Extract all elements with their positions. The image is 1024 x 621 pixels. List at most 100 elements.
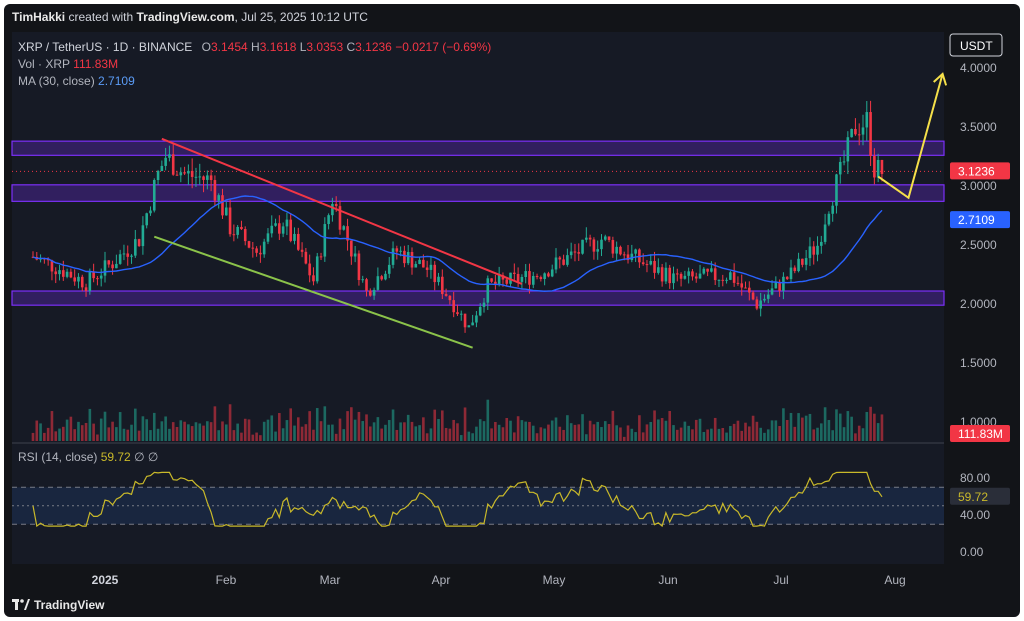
candle [437,272,440,286]
currency-selector[interactable]: USDT [949,33,1003,57]
author-name[interactable]: TimHakki [12,10,66,24]
candle-body [539,277,543,280]
price-chart[interactable]: 2025 Feb Mar Apr May Jun Jul Aug 4.0000 3.5000 3.0… [4,4,1020,617]
volume-bar [653,410,656,441]
x-tick-label: Aug [884,573,905,587]
ma-legend[interactable]: MA (30, close) 2.7109 [18,74,135,88]
rsi-extra: ∅ ∅ [134,450,159,464]
volume-bar [107,427,111,441]
candle [221,188,224,219]
candle [611,236,615,258]
ma-price-tag-text: 2.7109 [958,213,995,227]
candle [387,257,391,279]
candle [152,178,156,213]
volume-bar [543,428,546,441]
candle [679,272,683,287]
candle [274,218,277,227]
candle [804,249,808,271]
x-tick-label: 2025 [92,573,119,587]
rsi-tick-label: 80.00 [960,471,990,485]
volume-bar [232,430,236,441]
tradingview-logo[interactable]: TradingView [12,598,104,612]
candle [463,313,467,333]
volume-bar [80,425,84,441]
volume-bar [645,424,649,441]
candle-body [293,233,296,241]
volume-bar [816,427,819,441]
volume-bar [418,425,421,441]
candle [831,201,834,222]
volume-bar [35,420,39,441]
candle [478,303,482,317]
candle-body [418,259,421,264]
volume-bar [369,426,372,441]
volume-legend[interactable]: Vol · XRP 111.83M [18,57,118,71]
candle-body [65,271,69,277]
volume-bar [217,430,220,441]
candle-body [820,241,823,246]
candle [69,268,73,279]
candle-body [103,260,107,276]
candle [395,245,399,260]
candle [619,245,622,256]
candle [122,244,126,261]
candle-body [387,264,391,274]
candle [785,276,789,280]
volume-bar [763,432,766,441]
brand-link[interactable]: TradingView.com [136,10,235,24]
volume-bar [585,434,588,441]
candle-body [334,203,338,207]
volume-bar [482,421,486,441]
candle [54,267,58,284]
volume-bar [31,432,35,441]
candle-body [96,278,99,280]
volume-bar [221,421,224,441]
candle-body [524,271,527,278]
candle-body [134,239,137,256]
volume-bar [228,404,232,441]
candle-body [865,112,869,128]
volume-bar [54,431,58,441]
volume-bar [152,412,156,441]
y-tick-label: 4.0000 [960,61,997,75]
candle [103,251,107,283]
candle [653,251,656,279]
candle [141,216,145,255]
candle-body [414,263,418,268]
volume-bar [262,421,266,441]
volume-bar [729,426,732,441]
rsi-tick-label: 0.00 [960,545,984,559]
volume-bar [748,426,751,441]
candle-body [190,170,194,177]
volume-bar [823,407,827,441]
y-tick-label: 2.5000 [960,238,997,252]
volume-bar [509,420,512,441]
rsi-legend[interactable]: RSI (14, close) 59.72 ∅ ∅ [18,450,158,464]
price-pane-bg [12,32,944,442]
volume-bar [403,422,406,441]
candle-body [687,271,690,276]
symbol-title[interactable]: XRP / TetherUS · 1D · BINANCE [18,40,193,54]
candle [84,283,88,297]
volume-bar [812,429,816,441]
volume-bar [357,411,361,441]
candle-body [588,237,592,240]
candle [58,264,61,281]
volume-bar [380,428,383,441]
volume-bar [797,413,800,441]
candle-body [399,250,402,252]
publish-credit: TimHakki created with TradingView.com, J… [12,10,368,24]
candle [585,227,588,243]
candle [687,267,690,284]
candle-body [475,315,478,323]
candle-body [255,248,258,253]
volume-bar [505,417,509,441]
candle-body [62,270,65,277]
candle-body [236,226,239,235]
volume-bar [213,406,217,441]
candle-body [770,288,774,295]
candle-body [751,292,755,300]
volume-bar [122,428,126,441]
volume-bar [687,425,690,441]
volume-bar [732,423,736,441]
